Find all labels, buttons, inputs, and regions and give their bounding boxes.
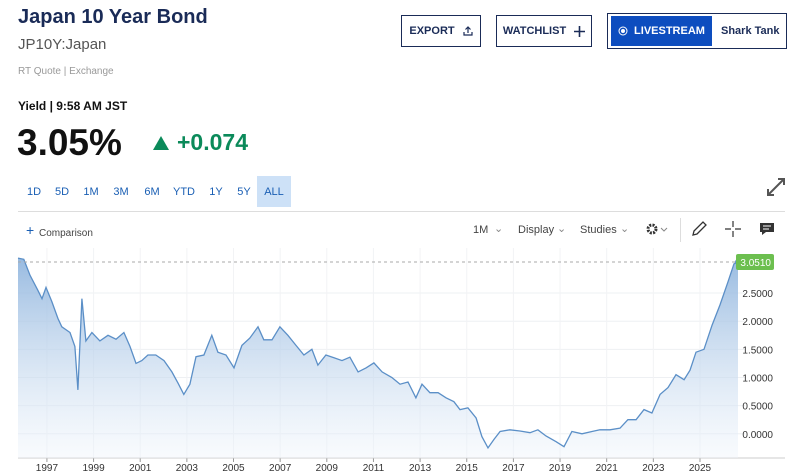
range-button[interactable]: 6M bbox=[144, 185, 160, 198]
plus-icon bbox=[574, 25, 586, 37]
x-tick-label: 1999 bbox=[82, 463, 105, 474]
livestream-label: LIVESTREAM bbox=[634, 25, 705, 37]
x-tick-label: 2013 bbox=[409, 463, 432, 474]
livestream-box bbox=[607, 13, 787, 49]
range-button[interactable]: ALL bbox=[257, 176, 291, 207]
interval-caret: ⌄ bbox=[494, 223, 504, 235]
expand-icon[interactable] bbox=[766, 177, 786, 197]
x-tick-label: 1997 bbox=[36, 463, 59, 474]
toolbar-sep bbox=[680, 218, 681, 242]
y-tick-label: 1.0000 bbox=[742, 373, 773, 384]
x-tick-label: 2025 bbox=[689, 463, 712, 474]
range-button[interactable]: 5D bbox=[54, 185, 70, 198]
comparison-plus[interactable]: + bbox=[26, 222, 35, 238]
comparison[interactable]: Comparison bbox=[39, 228, 93, 239]
studies-caret: ⌄ bbox=[620, 223, 630, 235]
x-tick-label: 2023 bbox=[642, 463, 665, 474]
last-price: 3.05% bbox=[17, 122, 122, 163]
interval[interactable]: 1M bbox=[473, 224, 489, 236]
up-arrow bbox=[153, 136, 169, 150]
range-button[interactable]: 1D bbox=[26, 185, 42, 198]
x-tick-label: 2017 bbox=[502, 463, 525, 474]
export-label: EXPORT bbox=[409, 25, 455, 37]
y-tick-label: 2.0000 bbox=[742, 317, 773, 328]
x-tick-label: 2003 bbox=[176, 463, 199, 474]
y-tick-label: 0.0000 bbox=[742, 430, 773, 441]
export-button[interactable]: EXPORT bbox=[401, 15, 481, 47]
range-button[interactable]: 1M bbox=[83, 185, 99, 198]
range-button[interactable]: 5Y bbox=[237, 185, 251, 198]
export-icon bbox=[463, 26, 473, 36]
x-tick-label: 2001 bbox=[129, 463, 152, 474]
draw-icon[interactable] bbox=[690, 220, 708, 238]
crosshair-icon[interactable] bbox=[724, 220, 742, 238]
last-price-label: 3.0510 bbox=[740, 258, 771, 269]
change: +0.074 bbox=[177, 129, 248, 155]
y-tick-label: 1.5000 bbox=[742, 345, 773, 356]
settings-icon[interactable] bbox=[645, 222, 675, 238]
range-button[interactable]: 3M bbox=[113, 185, 129, 198]
display-caret: ⌄ bbox=[557, 223, 567, 235]
studies[interactable]: Studies bbox=[580, 224, 617, 236]
range-button[interactable]: YTD bbox=[173, 185, 195, 198]
x-tick-label: 2011 bbox=[363, 463, 385, 474]
x-tick-label: 2009 bbox=[316, 463, 339, 474]
range-button[interactable]: 1Y bbox=[209, 185, 223, 198]
title: Japan 10 Year Bond bbox=[18, 6, 208, 28]
line bbox=[17, 257, 739, 450]
source: RT Quote | Exchange bbox=[18, 66, 114, 77]
comment-icon[interactable] bbox=[758, 221, 776, 237]
x-tick-label: 2019 bbox=[549, 463, 572, 474]
x-tick-label: 2015 bbox=[456, 463, 479, 474]
live-icon bbox=[618, 26, 628, 36]
last-price-tag bbox=[736, 254, 774, 271]
y-tick-label: 0.5000 bbox=[742, 402, 773, 413]
divider bbox=[18, 211, 785, 212]
x-tick-label: 2005 bbox=[222, 463, 245, 474]
watchlist-button[interactable]: WATCHLIST bbox=[496, 15, 592, 47]
area bbox=[18, 258, 738, 458]
watchlist-label: WATCHLIST bbox=[502, 25, 567, 37]
display[interactable]: Display bbox=[518, 224, 555, 236]
show-name[interactable]: Shark Tank bbox=[721, 25, 780, 37]
x-tick-label: 2007 bbox=[269, 463, 292, 474]
livestream-button[interactable]: LIVESTREAM bbox=[611, 16, 712, 46]
symbol: JP10Y:Japan bbox=[18, 36, 107, 53]
y-tick-label: 2.5000 bbox=[742, 289, 773, 300]
quote-label: Yield | 9:58 AM JST bbox=[18, 99, 128, 113]
x-tick-label: 2021 bbox=[596, 463, 619, 474]
